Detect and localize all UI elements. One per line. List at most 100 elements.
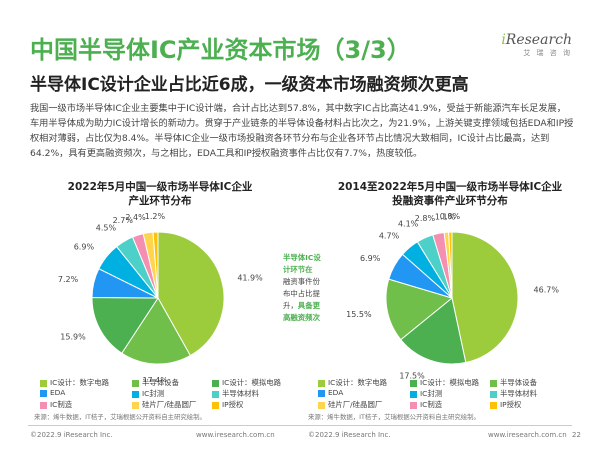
legend-label: IC设计：模拟电路 (222, 378, 282, 387)
legend-label: IC制造 (50, 400, 73, 409)
legend-swatch (410, 401, 417, 409)
legend-label: IC封测 (420, 389, 443, 398)
page-title: 中国半导体IC产业资本市场（3/3） (30, 36, 411, 64)
legend-swatch (40, 401, 47, 409)
legend-swatch (490, 401, 497, 409)
callout-line5: 升， (283, 301, 298, 310)
pie-slice (400, 297, 467, 365)
legend-swatch (410, 379, 417, 387)
slice-label: 4.1% (398, 219, 419, 228)
pie-slice (385, 278, 454, 341)
legend-item: IC设计：数字电路 (318, 377, 387, 388)
chart-right-title-line2: 投融资事件产业环节分布 (392, 195, 508, 207)
pie-slice (121, 297, 191, 365)
summary-paragraph: 我国一级市场半导体IC企业主要集中于IC设计端，合计占比达到57.8%，其中数字… (30, 103, 574, 159)
pie-slice (152, 231, 159, 299)
pie-chart-left: 41.9% 17.4% 15.9% 7.2% 6.9% 4.5%2.7%2.4% 1.2% (58, 212, 263, 382)
callout-line2: 计环节在 (283, 265, 313, 274)
slice-label: 46.7% (534, 285, 560, 294)
legend-item: 半导体材料 (490, 388, 537, 399)
slice-label: 17.4% (142, 376, 168, 382)
legend-label: 硅片厂/硅晶圆厂 (328, 400, 383, 409)
legend-item: 半导体设备 (132, 377, 179, 388)
legend-swatch (410, 390, 417, 398)
page-number: 22 (572, 431, 581, 439)
chart-right-title: 2014至2022年5月中国一级市场半导体IC企业 投融资事件产业环节分布 (315, 180, 585, 208)
logo-brand-rest: Research (505, 32, 572, 48)
footer-url-right: www.iresearch.com.cn (488, 431, 567, 439)
slice-label: 7.2% (58, 275, 79, 284)
legend-label: IP授权 (500, 400, 522, 409)
pie-slice (451, 231, 519, 364)
callout-line4: 布中占比提 (283, 289, 320, 298)
slice-label: 4.5% (96, 224, 117, 233)
chart-left-title: 2022年5月中国一级市场半导体IC企业 产业环节分布 (40, 180, 280, 208)
legend-item: 半导体材料 (212, 388, 259, 399)
legend-item: IC制造 (40, 399, 72, 410)
legend-label: EDA (328, 388, 344, 397)
slice-label: 41.9% (237, 273, 263, 282)
slice-label: 4.7% (379, 231, 400, 240)
legend-swatch (212, 401, 219, 409)
legend-label: IC封测 (142, 389, 165, 398)
logo-brand: iResearch (501, 32, 572, 48)
pie-slice (448, 231, 453, 299)
slice-label: 2.4% (125, 213, 146, 222)
slice-label: 0.8% (440, 212, 461, 221)
chart-right-title-line1: 2014至2022年5月中国一级市场半导体IC企业 (337, 181, 563, 193)
source-note-right: 来源：烯牛数据，IT桔子，艾瑞根据公开资料自主研究绘制。 (308, 413, 480, 421)
slice-label: 17.5% (399, 371, 425, 380)
source-note-left: 来源：烯牛数据，IT桔子，艾瑞根据公开资料自主研究绘制。 (34, 413, 206, 421)
legend-right: IC设计：数字电路 IC设计：模拟电路 半导体设备 EDA IC封测 半导体材料硅片厂/硅… (318, 377, 578, 413)
legend-left: IC设计：数字电路 半导体设备 IC设计：模拟电路 EDA IC封测 半导体材料 IC制造 硅… (40, 377, 290, 413)
legend-label: 半导体设备 (142, 378, 179, 387)
slice-label: 6.9% (74, 243, 95, 252)
legend-swatch (490, 379, 497, 387)
slice-label: 15.5% (346, 310, 372, 319)
legend-label: IP授权 (222, 400, 244, 409)
legend-swatch (318, 379, 325, 387)
chart-left-title-line1: 2022年5月中国一级市场半导体IC企业 (67, 181, 253, 193)
iresearch-logo: iResearch 艾 瑞 咨 询 (501, 32, 572, 58)
slice-label: 1.1% (435, 212, 456, 221)
legend-swatch (40, 389, 47, 397)
legend-item: IC封测 (410, 388, 442, 399)
legend-label: 半导体设备 (500, 378, 537, 387)
legend-item: IP授权 (212, 399, 243, 410)
chart-left-title-line2: 产业环节分布 (128, 195, 192, 207)
legend-label: 半导体材料 (500, 389, 537, 398)
page-subtitle: 半导体IC设计企业占比近6成，一级资本市场融资频次更高 (30, 75, 469, 95)
slice-label: 15.9% (60, 333, 86, 342)
legend-swatch (212, 390, 219, 398)
legend-item: 硅片厂/硅晶圆厂 (132, 399, 196, 410)
legend-item: IC设计：模拟电路 (212, 377, 281, 388)
legend-swatch (132, 390, 139, 398)
legend-swatch (40, 379, 47, 387)
legend-item: EDA (40, 388, 65, 397)
legend-item: 硅片厂/硅晶圆厂 (318, 399, 382, 410)
footer-url-left: www.iresearch.com.cn (196, 431, 275, 439)
legend-label: 硅片厂/硅晶圆厂 (142, 400, 197, 409)
logo-subtitle: 艾 瑞 咨 询 (523, 49, 572, 57)
logo-brand-prefix: i (501, 32, 506, 48)
legend-swatch (490, 390, 497, 398)
legend-label: EDA (50, 388, 66, 397)
legend-label: 半导体材料 (222, 389, 259, 398)
callout-note: 半导体IC设 计环节在 融资事件份 布中占比提 升，具备更 高融资频次 (283, 252, 339, 324)
footer-divider (28, 425, 572, 426)
callout-line6: 高融资频次 (283, 313, 320, 322)
legend-item: IC设计：数字电路 (40, 377, 109, 388)
pie-slice (91, 296, 159, 354)
slice-label: 2.8% (415, 214, 436, 223)
legend-swatch (318, 401, 325, 409)
slice-label: 1.2% (145, 212, 166, 221)
footer-copyright-left: ©2022.9 iResearch Inc. (30, 431, 113, 439)
slice-label: 6.9% (360, 254, 381, 263)
legend-swatch (132, 401, 139, 409)
footer-copyright-right: ©2022.9 iResearch Inc. (308, 431, 391, 439)
callout-line3: 融资事件份 (283, 277, 320, 286)
legend-label: IC设计：模拟电路 (420, 378, 480, 387)
legend-label: IC设计：数字电路 (50, 378, 110, 387)
callout-line1: 半导体IC设 (283, 253, 321, 262)
legend-item: IC制造 (410, 399, 442, 410)
